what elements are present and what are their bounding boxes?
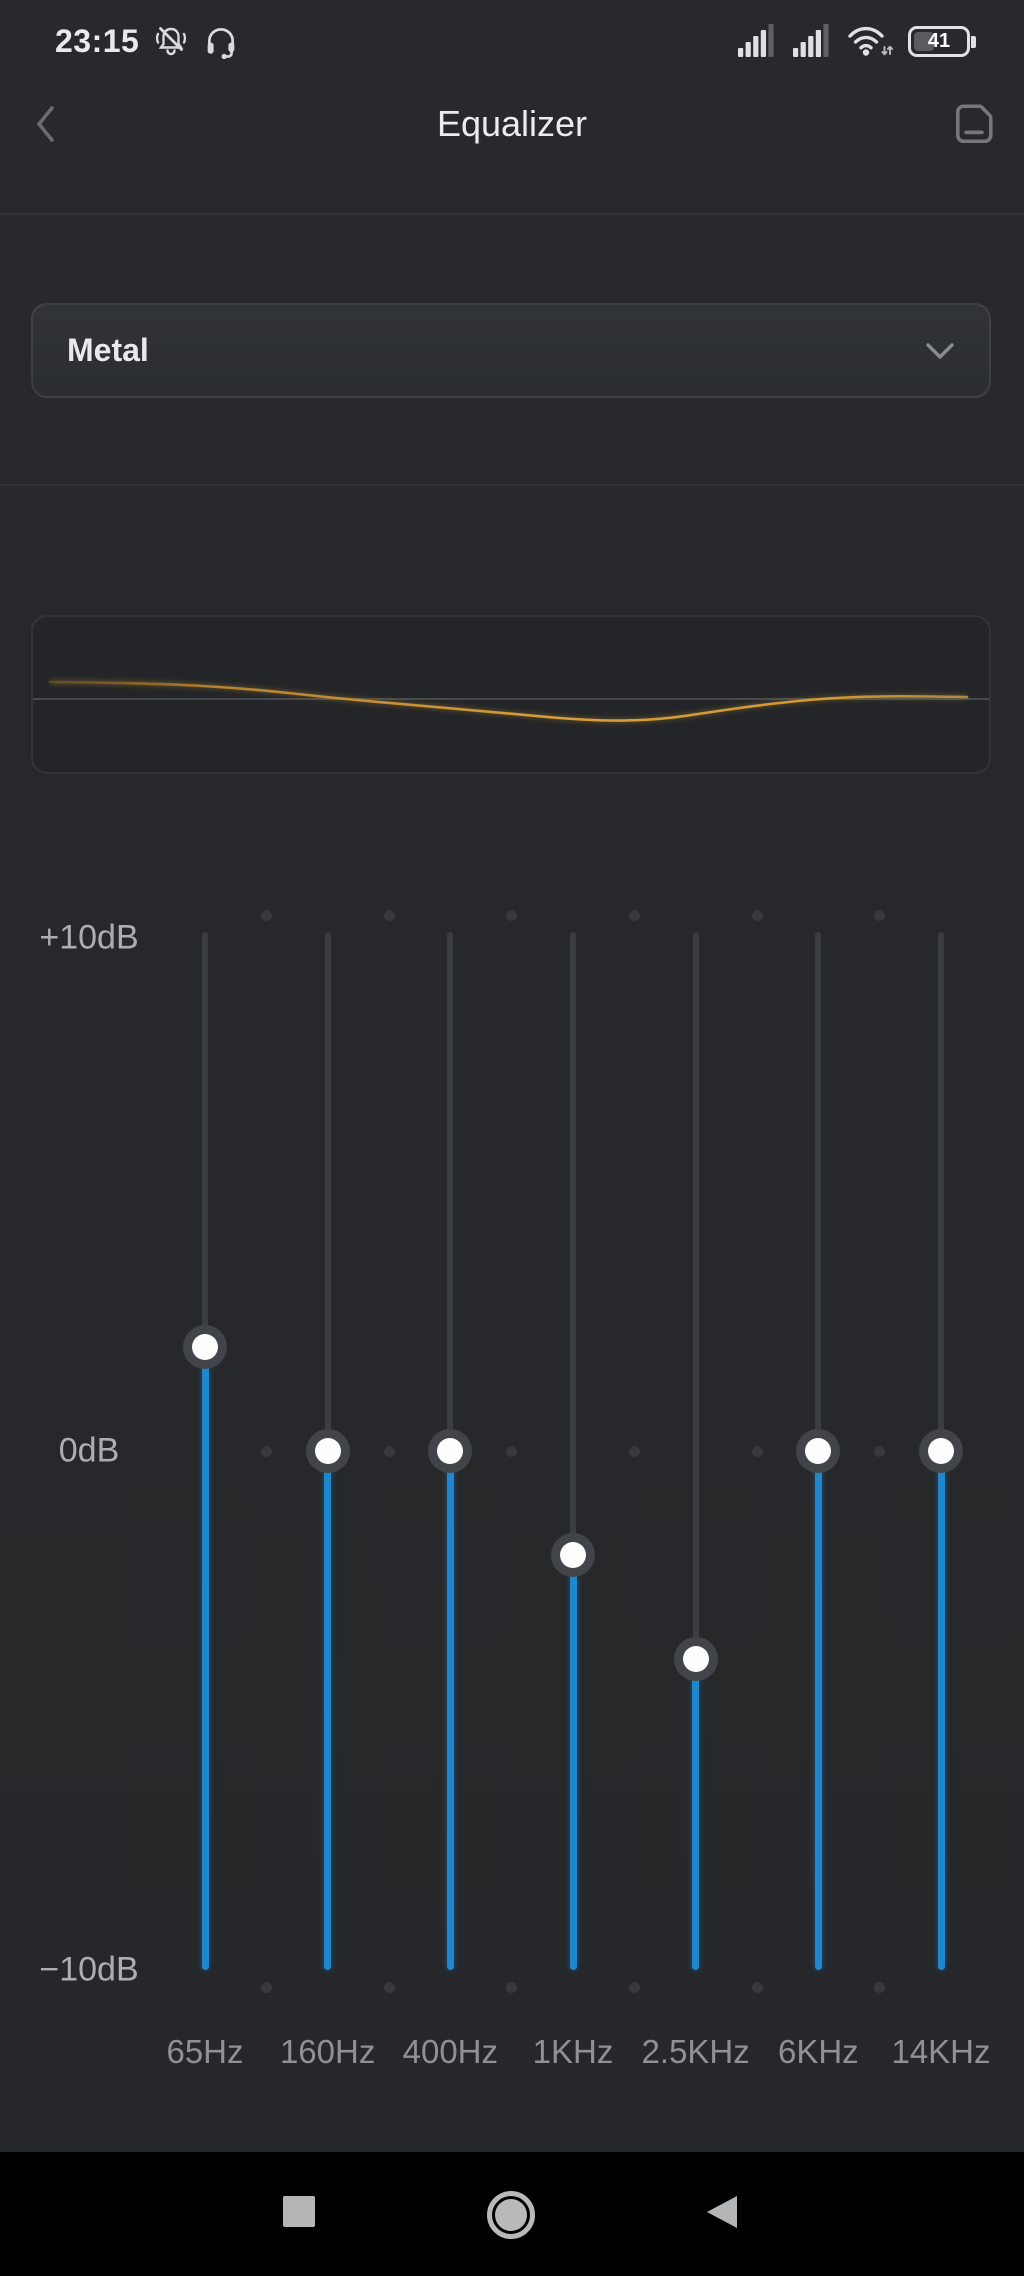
battery-icon: 41 [908, 25, 976, 57]
eq-grid-dot [874, 1981, 886, 1993]
db-label-zero: 0dB [58, 1431, 120, 1470]
back-button[interactable] [24, 102, 68, 146]
eq-grid-dot [874, 1445, 886, 1457]
eq-slider-knob-dot [682, 1645, 709, 1672]
eq-slider-knob-dot [560, 1541, 586, 1568]
eq-grid-dot [506, 1981, 518, 1993]
battery-percent-text: 41 [927, 29, 951, 52]
recents-square-icon[interactable] [283, 2196, 315, 2227]
eq-grid-dot [383, 1445, 395, 1457]
status-bar-left: 23:15 [55, 23, 239, 60]
eq-band-label-1KHz: 1KHz [532, 2033, 614, 2070]
chevron-down-icon [926, 342, 954, 359]
eq-slider-knob-160Hz[interactable] [305, 1429, 350, 1473]
signal-sim2-icon [793, 24, 829, 57]
eq-grid-dot [628, 909, 640, 921]
eq-slider-knob-65Hz[interactable] [183, 1325, 227, 1370]
mute-bell-icon [156, 27, 187, 56]
eq-slider-knob-dot [314, 1438, 341, 1464]
eq-band-label-14KHz: 14KHz [891, 2033, 991, 2070]
clock: 23:15 [55, 22, 140, 59]
section-divider [0, 484, 1024, 486]
eq-slider-track-2.5KHz[interactable] [692, 932, 699, 1970]
eq-band-label-6KHz: 6KHz [777, 2033, 859, 2070]
home-circle-inner [495, 2199, 527, 2231]
curve-zero-line [33, 698, 989, 700]
eq-grid-dot [383, 1981, 395, 1993]
back-triangle-icon[interactable] [707, 2196, 737, 2228]
eq-slider-fill-14KHz [937, 1451, 945, 1970]
headset-icon [208, 27, 235, 59]
eq-grid-dot [628, 1445, 640, 1457]
back-chevron-icon [37, 106, 54, 142]
eq-grid-dot [260, 1981, 272, 1993]
header-divider [0, 213, 1024, 215]
signal-sim1-icon [738, 24, 774, 57]
battery-nub [971, 35, 976, 48]
eq-slider-fill-160Hz [324, 1451, 332, 1970]
wifi-icon [848, 26, 893, 56]
eq-band-label-65Hz: 65Hz [166, 2033, 244, 2070]
eq-grid-dot [751, 1981, 763, 1993]
eq-slider-knob-dot [192, 1334, 218, 1361]
eq-slider-knob-2.5KHz[interactable] [673, 1636, 718, 1681]
eq-band-label-2.5KHz: 2.5KHz [641, 2033, 750, 2070]
eq-slider-knob-14KHz[interactable] [919, 1429, 963, 1473]
eq-grid-dot [260, 1445, 272, 1457]
preset-selected-value: Metal [67, 332, 149, 368]
eq-slider-knob-400Hz[interactable] [428, 1429, 473, 1473]
eq-grid-dot [506, 909, 518, 921]
eq-grid-dot [751, 1445, 763, 1457]
eq-grid-dot [751, 909, 763, 921]
eq-response-curve [48, 679, 969, 724]
eq-grid-dot [383, 909, 395, 921]
db-label-minus10: −10dB [39, 1950, 139, 1989]
eq-slider-fill-2.5KHz [692, 1658, 700, 1970]
eq-grid-dot [506, 1445, 518, 1457]
eq-slider-fill-6KHz [814, 1451, 822, 1970]
eq-slider-knob-dot [437, 1438, 464, 1464]
curve-preview-panel [31, 615, 991, 774]
eq-grid-dot [874, 909, 886, 921]
eq-slider-knob-dot [805, 1438, 832, 1464]
eq-band-label-160Hz: 160Hz [279, 2033, 376, 2070]
eq-grid-dot [628, 1981, 640, 1993]
eq-slider-knob-6KHz[interactable] [796, 1429, 841, 1473]
eq-band-label-400Hz: 400Hz [402, 2033, 499, 2070]
eq-slider-fill-65Hz [201, 1347, 209, 1970]
eq-slider-knob-dot [928, 1438, 954, 1464]
preset-dropdown[interactable]: Metal [31, 303, 991, 398]
eq-grid-dot [260, 909, 272, 921]
status-bar: 23:15 [0, 0, 1024, 78]
save-custom-icon [956, 104, 993, 144]
eq-slider-fill-1KHz [569, 1554, 577, 1970]
eq-slider-fill-400Hz [446, 1451, 454, 1970]
status-bar-right: 41 [736, 21, 976, 61]
eq-slider-track-1KHz[interactable] [570, 932, 576, 1970]
db-label-plus10: +10dB [39, 918, 139, 957]
battery-fill-level [914, 31, 934, 51]
eq-slider-knob-1KHz[interactable] [551, 1532, 595, 1577]
home-circle-icon[interactable] [487, 2191, 535, 2239]
save-custom-button[interactable] [950, 100, 998, 148]
page-title: Equalizer [436, 103, 588, 144]
app-header: Equalizer [0, 78, 1024, 214]
